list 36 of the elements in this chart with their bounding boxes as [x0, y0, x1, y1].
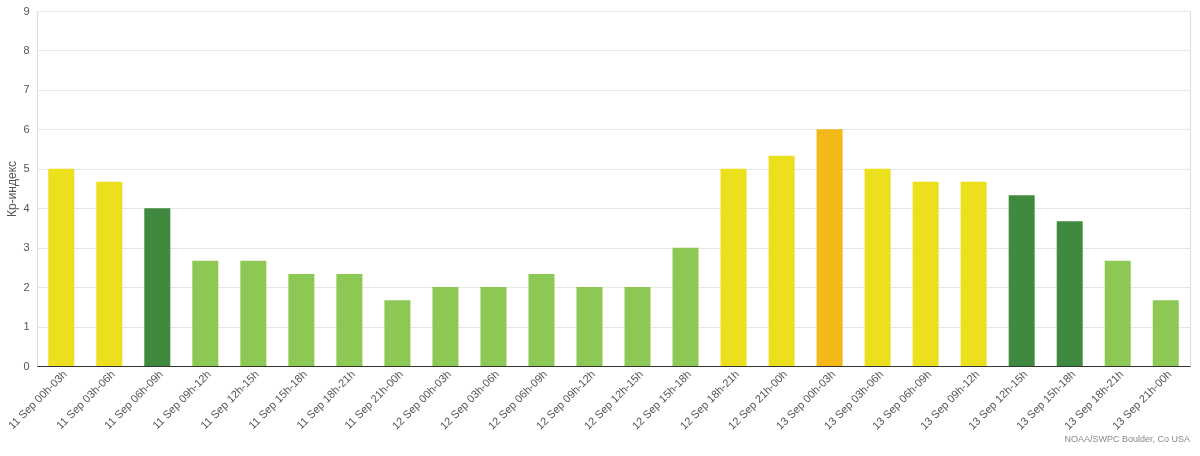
- bar: [336, 274, 363, 366]
- bar: [624, 287, 651, 366]
- bar: [768, 155, 795, 366]
- y-tick-label: 0: [23, 359, 30, 372]
- bar: [576, 287, 603, 366]
- y-tick-label: 2: [23, 280, 30, 293]
- y-tick-label: 7: [23, 83, 30, 96]
- y-axis-title: Кр-индекс: [5, 160, 20, 218]
- bar: [480, 287, 507, 366]
- y-tick-label: 1: [23, 320, 30, 333]
- bar: [384, 300, 411, 366]
- y-tick-label: 6: [23, 122, 30, 135]
- bar: [816, 129, 843, 366]
- bar: [528, 274, 555, 366]
- bar: [1008, 195, 1035, 366]
- y-tick-label: 9: [23, 4, 30, 17]
- bar: [48, 168, 75, 366]
- bar: [240, 260, 267, 366]
- bar: [672, 247, 699, 366]
- bar: [1152, 300, 1179, 366]
- bar: [1104, 260, 1131, 366]
- bar: [1056, 221, 1083, 366]
- bar: [912, 181, 939, 366]
- bar: [288, 274, 315, 366]
- text: NOAA/SWPC Boulder, Co USA: [1064, 434, 1190, 445]
- bar: [864, 168, 891, 366]
- bar: [432, 287, 459, 366]
- bar: [144, 208, 171, 366]
- bar: [720, 168, 747, 366]
- bar: [960, 181, 987, 366]
- y-tick-label: 3: [23, 241, 30, 254]
- bar: [192, 260, 219, 366]
- y-tick-label: 5: [23, 162, 30, 175]
- y-tick-label: 8: [23, 43, 30, 56]
- y-tick-label: 4: [23, 201, 30, 214]
- bar: [96, 181, 123, 366]
